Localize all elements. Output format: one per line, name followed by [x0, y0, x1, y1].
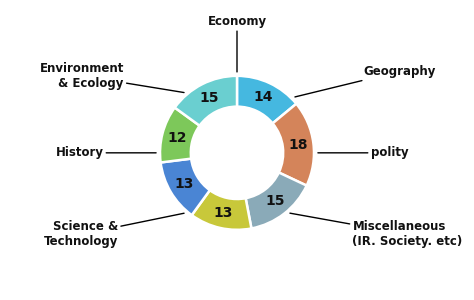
Text: Economy: Economy	[208, 15, 266, 72]
Text: Science &
Technology: Science & Technology	[44, 213, 184, 248]
Wedge shape	[246, 172, 307, 228]
Text: 13: 13	[214, 206, 233, 220]
Wedge shape	[237, 76, 296, 123]
Wedge shape	[175, 76, 237, 126]
Text: 15: 15	[265, 194, 284, 208]
Text: Miscellaneous
(IR. Society. etc): Miscellaneous (IR. Society. etc)	[290, 213, 463, 248]
Text: Environment
& Ecology: Environment & Ecology	[39, 62, 184, 92]
Text: History: History	[55, 146, 156, 159]
Text: 15: 15	[199, 91, 219, 105]
Wedge shape	[273, 104, 314, 186]
Text: 18: 18	[288, 138, 308, 152]
Text: 12: 12	[168, 130, 187, 145]
Wedge shape	[161, 159, 210, 215]
Text: polity: polity	[318, 146, 408, 159]
Text: 14: 14	[254, 90, 273, 104]
Text: 13: 13	[174, 177, 194, 191]
Text: Geography: Geography	[295, 65, 436, 97]
Wedge shape	[160, 108, 200, 163]
Wedge shape	[192, 190, 251, 230]
